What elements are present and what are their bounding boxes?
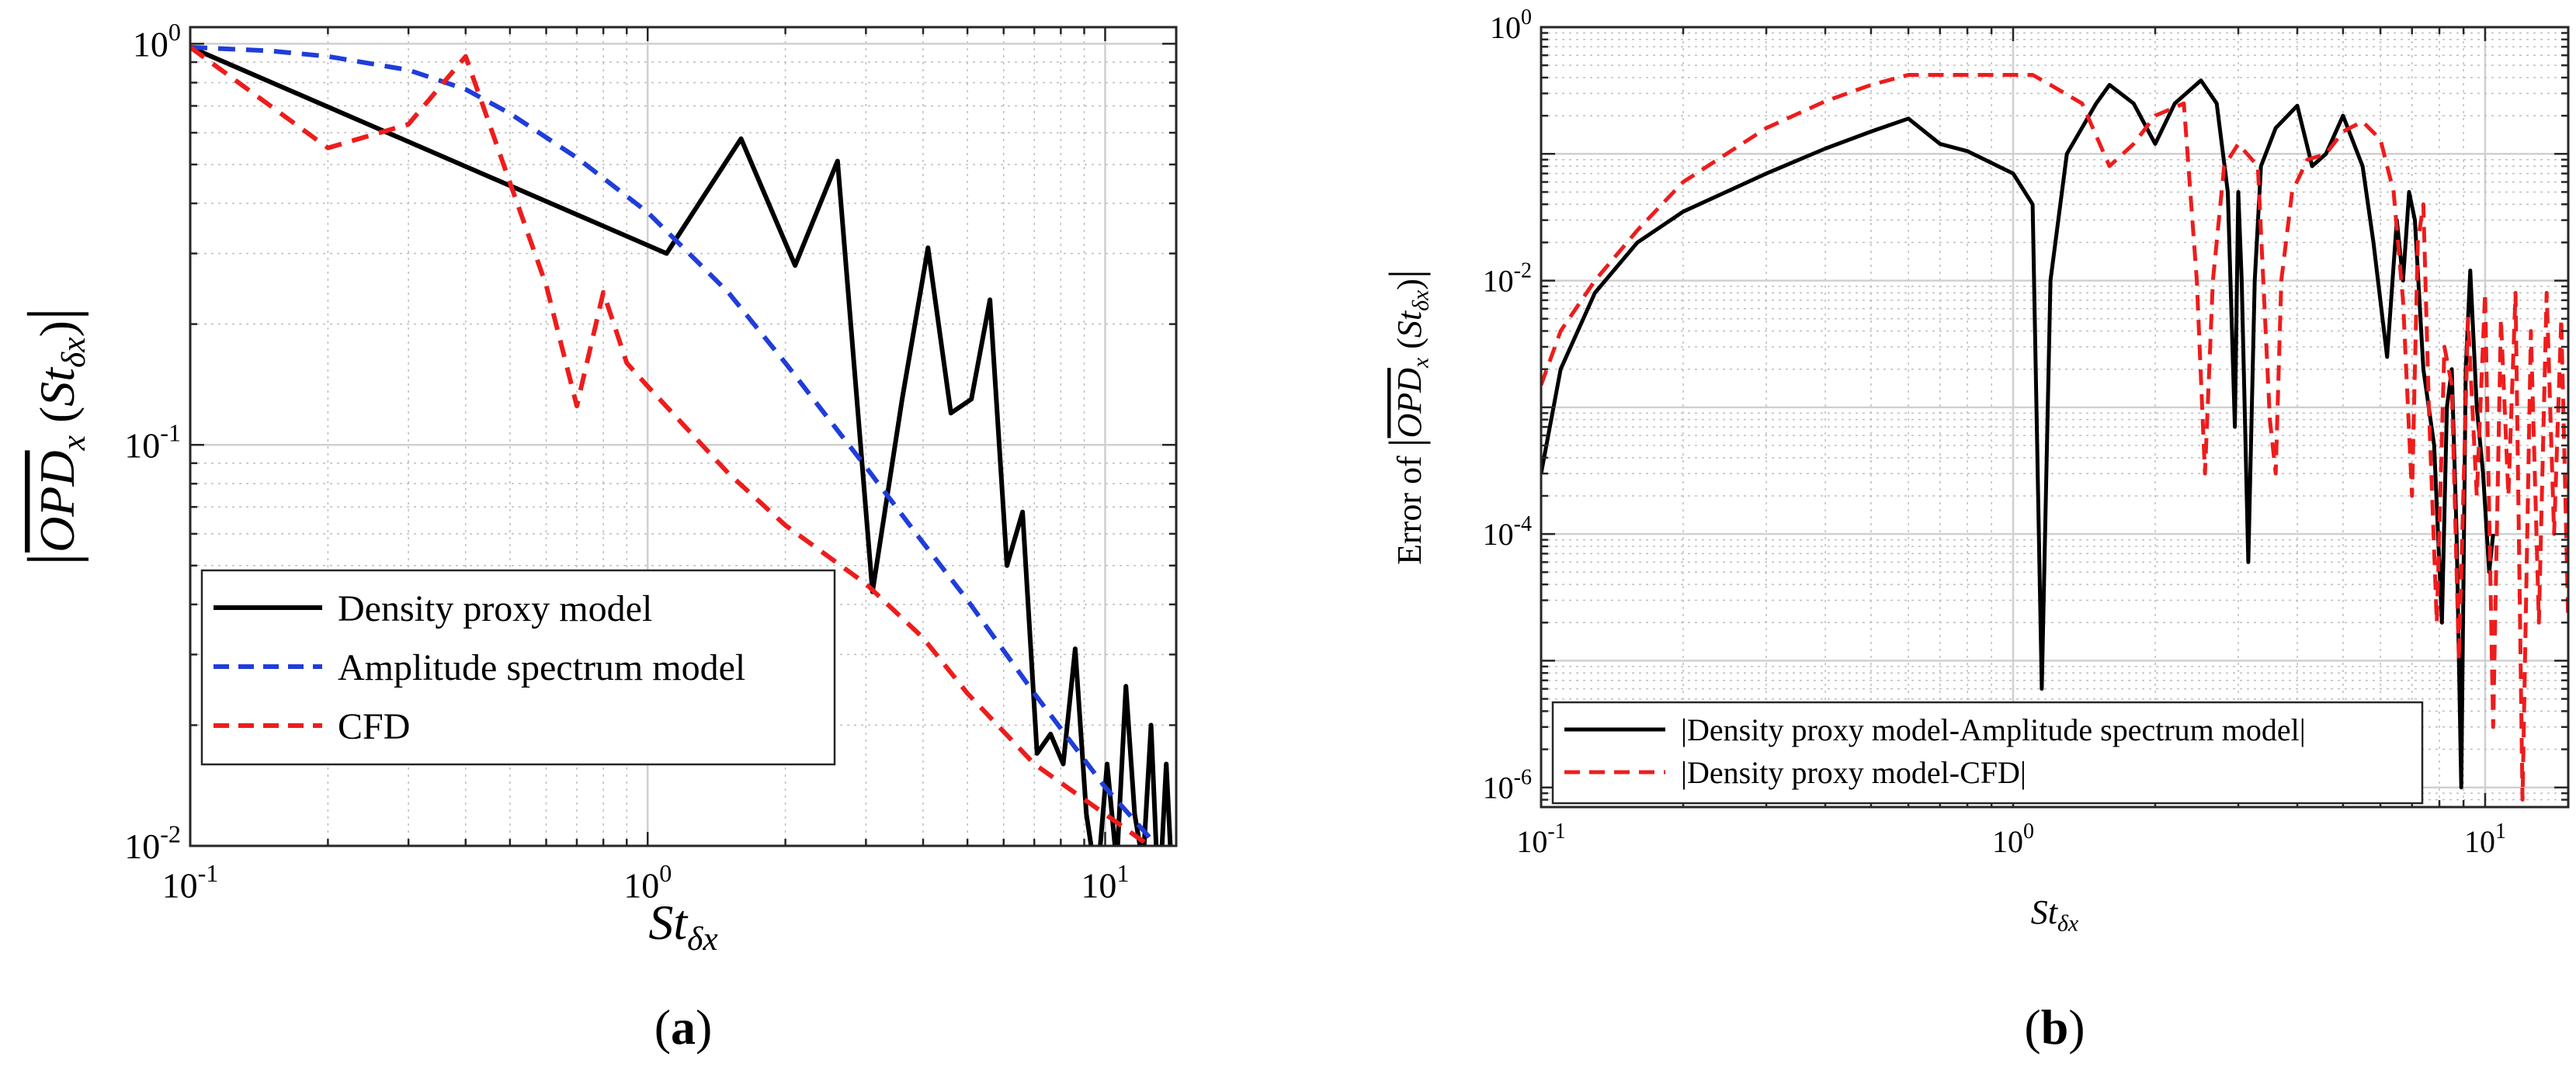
y-tick-label: 10-2 xyxy=(124,819,181,866)
axes-frame xyxy=(189,26,1178,847)
legend-box xyxy=(1551,701,2424,805)
y-tick-label: 100 xyxy=(133,18,181,64)
panel-caption: (a) xyxy=(654,1000,713,1055)
legend-entry-label: |Density proxy model-CFD| xyxy=(1681,755,2026,790)
x-tick-label: 101 xyxy=(2464,819,2506,859)
legend: Density proxy model Amplitude spectrum mo… xyxy=(200,569,836,766)
legend-box xyxy=(200,569,836,766)
y-tick-label: 10-2 xyxy=(1483,259,1532,299)
chart-panel-b: 10-1 100 101 10-6 10-4 10-2 100 Stδx Error of |O… xyxy=(1380,5,2570,937)
legend-entry-label: CFD xyxy=(338,706,410,747)
series-line-amplitude-spectrum-model xyxy=(190,44,1151,839)
x-tick-label: 10-1 xyxy=(162,859,219,906)
grid xyxy=(1541,27,2568,807)
y-tick-label: 10-6 xyxy=(1483,766,1532,806)
ticks xyxy=(189,27,1176,847)
y-tick-label: 100 xyxy=(1490,5,1532,45)
plot-area xyxy=(1541,27,2568,807)
y-tick-label: 10-1 xyxy=(124,419,181,466)
panel-caption: (b) xyxy=(2024,1000,2085,1055)
x-axis-label: Stδx xyxy=(2031,893,2079,937)
x-tick-label: 10-1 xyxy=(1516,819,1565,859)
legend-entry-label: Density proxy model xyxy=(338,588,652,629)
series-line-density-proxy-model-cfd xyxy=(1541,73,2568,802)
legend-entry-label: Amplitude spectrum model xyxy=(338,647,745,688)
x-tick-label: 100 xyxy=(623,859,672,906)
x-tick-label: 101 xyxy=(1081,859,1129,906)
ticks xyxy=(1540,26,2568,809)
legend: |Density proxy model-Amplitude spectrum … xyxy=(1551,701,2424,805)
axes-frame xyxy=(1540,26,2570,809)
x-axis-label: Stδx xyxy=(648,895,717,958)
series-group xyxy=(190,44,1173,846)
series-line-density-proxy-model-amplitude-spectrum-model xyxy=(1541,78,2495,790)
y-tick-label: 10-4 xyxy=(1483,512,1532,552)
y-axis-label: |OPDx (Stδx)| xyxy=(14,307,92,566)
series-group xyxy=(1541,73,2568,802)
y-axis-label: Error of |OPDx (Stδx)| xyxy=(1380,269,1434,565)
legend-entry-label: |Density proxy model-Amplitude spectrum … xyxy=(1681,712,2306,747)
x-tick-label: 100 xyxy=(1992,819,2034,859)
